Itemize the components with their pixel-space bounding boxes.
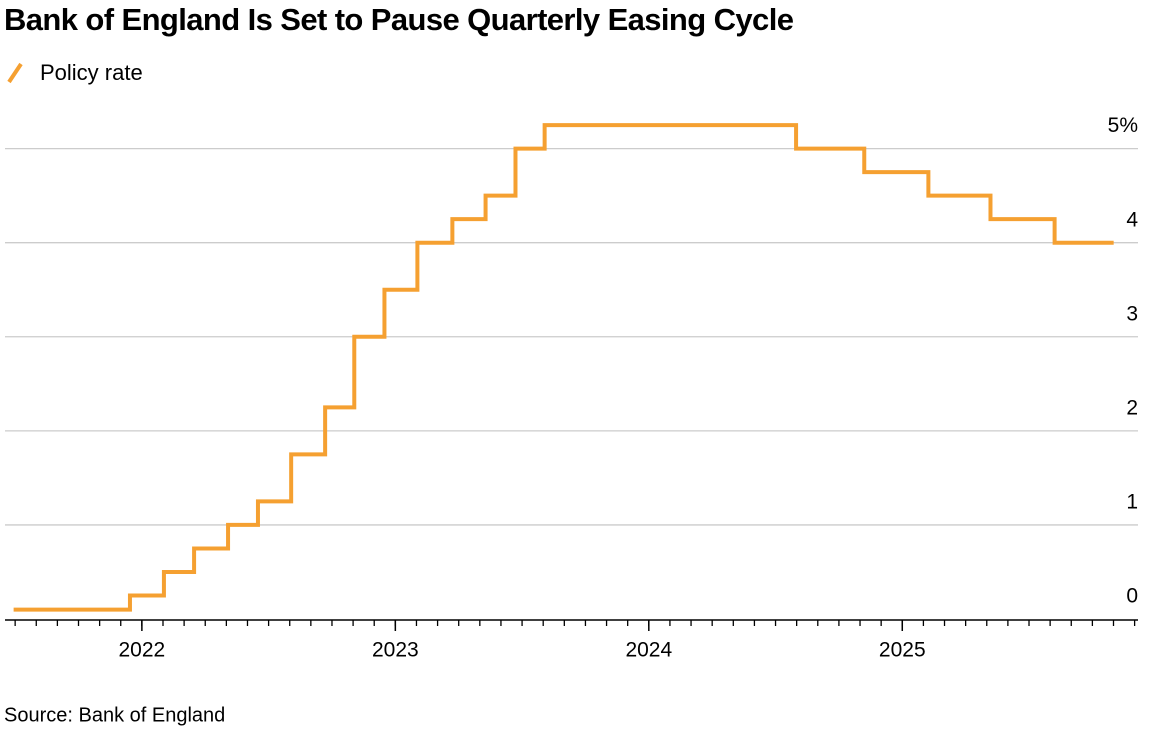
legend-label: Policy rate [40, 60, 143, 85]
legend-swatch [7, 62, 23, 84]
y-tick-label: 5% [1108, 114, 1138, 137]
y-tick-label: 3 [1126, 302, 1138, 325]
y-tick-label: 4 [1126, 208, 1138, 231]
x-tick-label: 2022 [119, 639, 166, 662]
x-tick-label: 2023 [372, 639, 419, 662]
line [13, 123, 1114, 612]
y-tick-label: 2 [1126, 396, 1138, 419]
chart-title: Bank of England Is Set to Pause Quarterl… [4, 2, 794, 37]
source: Source: Bank of England [4, 704, 225, 726]
x-tick-label: 2025 [879, 639, 926, 662]
x-tick-label: 2024 [625, 639, 672, 662]
y-tick-label: 0 [1126, 585, 1138, 608]
y-tick-label: 1 [1126, 490, 1138, 513]
